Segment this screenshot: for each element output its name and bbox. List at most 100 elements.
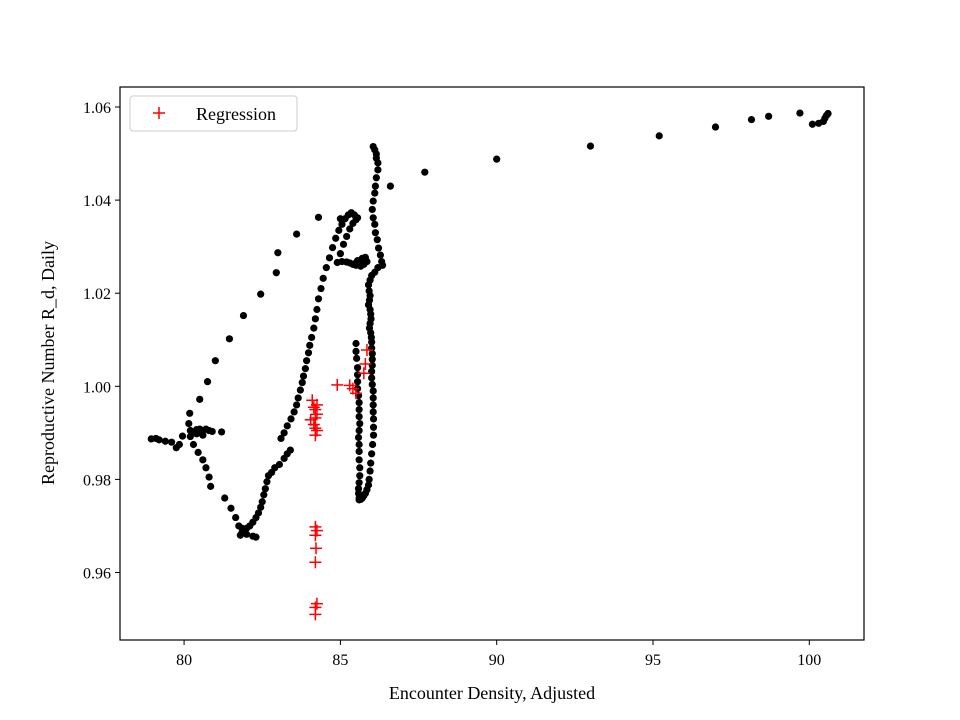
observed-point [328, 243, 337, 252]
observed-point [355, 405, 363, 414]
observed-point [371, 189, 379, 197]
observed-point [371, 182, 379, 190]
observed-point [298, 378, 306, 387]
observed-point [306, 341, 314, 349]
observed-point [310, 324, 318, 332]
observed-point [711, 123, 720, 131]
observed-point [586, 142, 595, 150]
observed-point [369, 423, 378, 431]
observed-point [178, 432, 187, 440]
observed-point [239, 311, 248, 320]
observed-point [287, 415, 295, 423]
observed-point [354, 433, 363, 442]
observed-point [355, 412, 363, 421]
observed-point [257, 290, 265, 298]
observed-point [186, 426, 194, 435]
observed-point [368, 374, 376, 382]
observed-point [325, 254, 334, 262]
observed-point [172, 444, 180, 452]
observed-point [313, 305, 321, 314]
observed-point [353, 378, 362, 386]
observed-point [352, 339, 360, 348]
observed-point [338, 220, 346, 228]
regression-point [310, 597, 323, 610]
observed-point [203, 378, 212, 386]
observed-point [283, 422, 291, 430]
regression-point [360, 344, 373, 357]
observed-point [353, 371, 362, 379]
observed-point [368, 440, 377, 449]
observed-point [356, 472, 364, 480]
observed-point [355, 447, 363, 456]
observed-point [260, 491, 268, 499]
regression-series [304, 344, 373, 621]
regression-point [331, 378, 344, 391]
observed-point [301, 365, 309, 373]
observed-point [290, 408, 298, 416]
observed-point [238, 524, 246, 532]
observed-point [339, 240, 348, 248]
observed-point [199, 431, 207, 439]
y-tick-label: 1.06 [83, 100, 111, 117]
observed-point [280, 454, 288, 463]
legend-plus-symbol [153, 107, 165, 119]
observed-point [364, 281, 373, 289]
observed-point [225, 335, 234, 343]
observed-point [367, 459, 375, 467]
observed-point [303, 357, 311, 365]
y-tick-label: 0.96 [83, 566, 111, 583]
observed-point [372, 174, 380, 182]
x-tick-label: 90 [489, 652, 505, 669]
observed-point [258, 498, 266, 506]
observed-point [317, 284, 325, 293]
observed-point [369, 401, 377, 409]
observed-point [371, 229, 379, 237]
observed-point [493, 155, 501, 163]
observed-point [369, 408, 377, 416]
observed-point [194, 448, 202, 457]
observed-point [199, 456, 207, 464]
observed-point [336, 250, 344, 258]
legend: Regression [129, 95, 298, 132]
regression-point [359, 357, 372, 370]
observed-point [365, 475, 373, 484]
observed-point [374, 159, 382, 167]
observed-point [205, 473, 213, 481]
observed-point [294, 394, 302, 402]
observed-point [355, 399, 363, 407]
observed-point [386, 182, 395, 190]
observed-point [167, 438, 176, 446]
observed-point [147, 435, 155, 443]
observed-point [343, 232, 351, 241]
observed-point [368, 367, 376, 376]
observed-point [369, 387, 377, 395]
observed-point [293, 401, 301, 409]
observed-point [369, 214, 377, 222]
observed-point [280, 429, 288, 437]
observed-point [211, 357, 219, 365]
observed-point [421, 168, 429, 176]
observed-point [202, 464, 210, 472]
observed-point [373, 236, 381, 244]
observed-point [366, 467, 374, 475]
observed-point [369, 394, 377, 402]
observed-point [354, 485, 363, 493]
y-tick-label: 0.98 [83, 472, 111, 489]
regression-point [307, 401, 320, 414]
observed-point [356, 419, 364, 428]
observed-point [296, 386, 304, 394]
observed-point [293, 230, 301, 238]
observed-point [221, 494, 229, 502]
observed-point [264, 472, 273, 480]
observed-point [369, 431, 378, 439]
x-tick-label: 100 [797, 652, 821, 669]
x-tick-label: 95 [645, 652, 661, 669]
observed-point [371, 220, 379, 228]
regression-point [310, 424, 323, 437]
observed-series [147, 109, 832, 541]
observed-point [374, 244, 383, 252]
observed-point [808, 120, 817, 128]
y-axis: 0.96 0.98 1.00 1.02 1.04 1.06 [83, 100, 120, 583]
observed-point [355, 456, 363, 464]
